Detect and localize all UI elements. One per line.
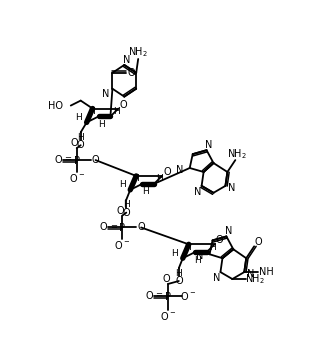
Text: O: O [175,276,183,286]
Text: =: = [156,290,162,299]
Text: =: = [64,154,71,164]
Text: H: H [157,174,163,184]
Text: O: O [216,235,223,245]
Text: O: O [163,167,171,177]
Text: N: N [205,140,212,150]
Text: N: N [123,55,130,65]
Text: H: H [98,120,105,129]
Text: O: O [254,237,262,247]
Text: H: H [194,256,201,265]
Text: NH$_2$: NH$_2$ [128,45,148,59]
Text: H: H [142,187,149,196]
Text: O: O [54,155,62,165]
Text: N: N [246,269,254,279]
Text: H: H [119,180,126,189]
Text: O: O [92,155,99,165]
Text: O: O [71,138,79,148]
Text: O: O [77,140,85,150]
Text: P: P [119,223,125,234]
Text: H: H [77,133,84,142]
Text: H: H [75,113,82,122]
Text: N: N [194,187,201,197]
Text: =: = [110,222,117,231]
Text: O: O [162,274,170,284]
Text: O: O [137,222,145,233]
Text: N: N [176,165,184,175]
Text: N: N [225,226,232,237]
Text: H: H [132,174,139,184]
Text: H: H [171,249,178,258]
Text: O: O [100,222,107,233]
Text: O: O [122,208,130,218]
Text: H: H [184,243,191,252]
Text: O$^-$: O$^-$ [160,310,176,322]
Text: H: H [88,107,95,116]
Text: O$^-$: O$^-$ [180,290,196,302]
Text: H: H [176,269,182,277]
Text: N: N [102,89,109,99]
Text: O: O [128,68,135,78]
Text: O$^-$: O$^-$ [69,172,85,184]
Text: H: H [113,107,120,116]
Text: N: N [196,251,204,261]
Text: NH$_2$: NH$_2$ [245,272,265,286]
Text: H: H [123,200,130,209]
Text: NH: NH [259,267,273,277]
Text: N: N [213,273,220,283]
Text: O: O [120,100,127,110]
Text: P: P [74,156,80,166]
Text: O: O [145,291,153,301]
Text: P: P [165,292,171,302]
Text: H: H [209,243,216,252]
Text: HO: HO [48,101,63,111]
Text: O$^-$: O$^-$ [114,239,130,251]
Text: N: N [228,183,235,193]
Text: NH$_2$: NH$_2$ [227,147,247,161]
Text: O: O [116,206,124,216]
